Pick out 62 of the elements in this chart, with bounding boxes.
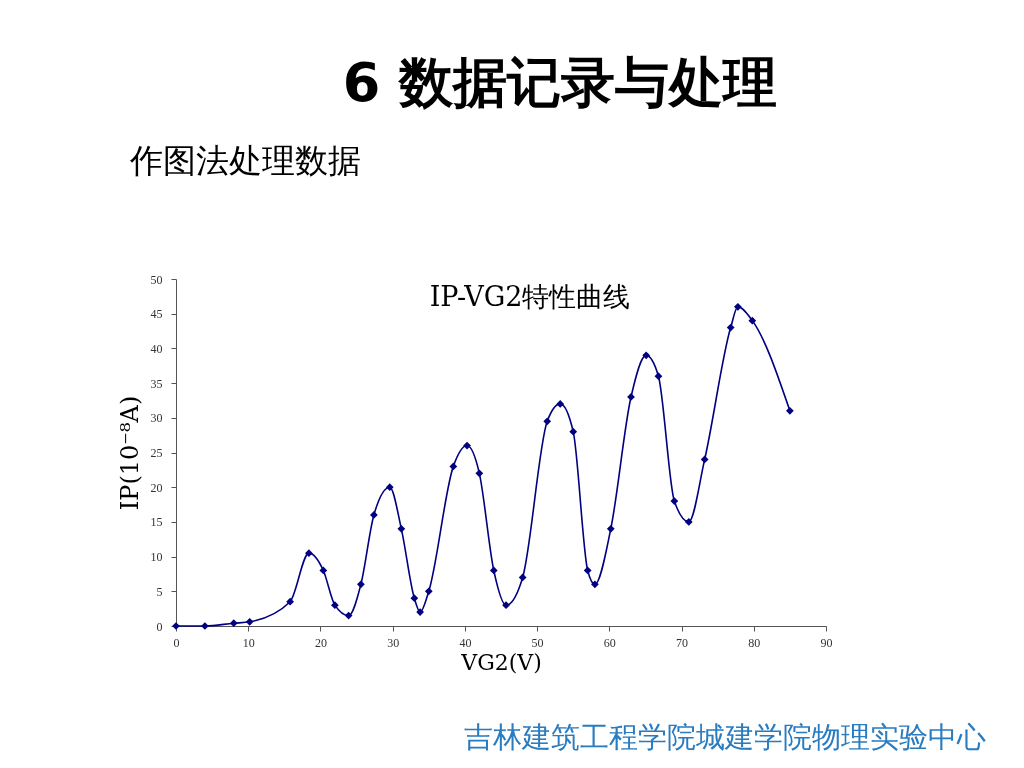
point	[449, 462, 458, 471]
x-tick-label: 70	[676, 635, 689, 650]
y-tick-label: 10	[150, 550, 163, 565]
point	[229, 619, 238, 628]
x-tick-label: 60	[603, 635, 616, 650]
point	[331, 601, 339, 610]
y-tick-label: 45	[150, 307, 163, 322]
x-tick-label: 0	[173, 635, 180, 650]
point	[569, 427, 578, 436]
point	[286, 597, 294, 606]
point	[684, 518, 693, 526]
point	[385, 483, 394, 492]
point	[319, 566, 328, 575]
point	[726, 323, 735, 332]
point	[700, 455, 709, 464]
y-tick-label: 35	[150, 376, 163, 391]
point	[654, 372, 663, 381]
point	[489, 566, 498, 575]
point	[370, 511, 378, 519]
point	[357, 580, 365, 589]
point	[734, 302, 742, 311]
chart-subtitle: 作图法处理数据	[129, 141, 361, 180]
point	[344, 611, 353, 620]
point	[748, 316, 757, 325]
y-tick-label: 25	[150, 446, 163, 460]
point	[642, 351, 651, 360]
point	[543, 417, 552, 426]
y-tick-label: 20	[150, 480, 163, 495]
x-tick-label: 30	[387, 635, 400, 650]
annotation: IP-VG2特性曲线	[429, 281, 631, 312]
point	[424, 587, 433, 596]
point	[463, 441, 471, 450]
point	[305, 549, 313, 557]
y-tick-label: 15	[150, 515, 163, 530]
y-tick-label: 0	[156, 619, 163, 634]
y-tick-label: 5	[156, 584, 163, 599]
point	[556, 400, 565, 408]
x-tick-label: 40	[459, 635, 472, 650]
point	[410, 594, 419, 603]
point	[591, 580, 599, 589]
y-axis-title: IP(10⁻⁸A)	[115, 395, 144, 511]
point	[475, 469, 484, 478]
x-tick-label: 50	[531, 635, 544, 650]
x-tick-label: 80	[748, 635, 761, 650]
point	[606, 524, 615, 533]
text: 吉林建筑工程学院城建学院物理实验中心	[464, 720, 986, 754]
point	[583, 566, 592, 575]
point	[670, 497, 679, 505]
y-tick-label: 50	[150, 272, 163, 287]
point	[397, 524, 406, 533]
chart-title: 6 数据记录与处理	[342, 51, 778, 114]
point	[245, 617, 254, 626]
x-axis-title: VG2(V)	[460, 649, 542, 675]
x-tick-label: 20	[314, 635, 327, 650]
point	[518, 573, 527, 582]
point	[416, 608, 424, 616]
point	[502, 601, 510, 610]
x-tick-label: 90	[820, 635, 833, 650]
y-tick-label: 30	[150, 411, 163, 426]
point	[786, 406, 794, 415]
x-tick-label: 10	[242, 635, 255, 650]
y-tick-label: 40	[150, 341, 163, 356]
